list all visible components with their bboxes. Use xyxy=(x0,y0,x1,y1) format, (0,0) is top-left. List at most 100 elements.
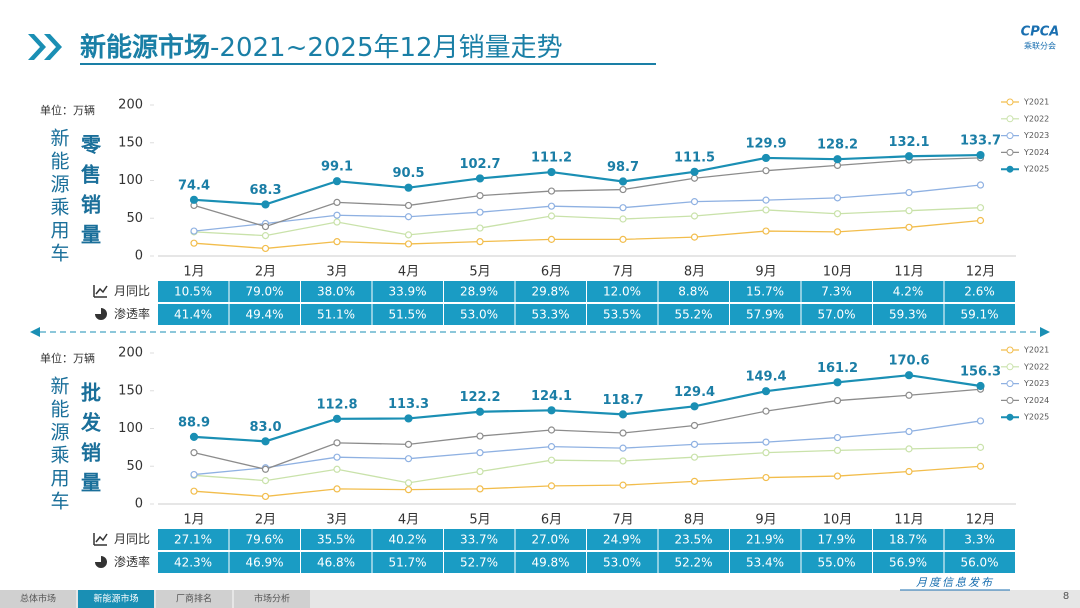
x-tick-label: 6月 xyxy=(541,265,562,280)
x-tick-label: 11月 xyxy=(894,265,924,280)
value-label: 170.6 xyxy=(888,354,929,369)
table-cell xyxy=(515,304,586,325)
cell-text: 55.0% xyxy=(817,556,855,570)
cell-text: 21.9% xyxy=(746,533,784,547)
table-cell xyxy=(372,304,443,325)
table-cell xyxy=(944,281,1015,302)
legend-label: Y2021 xyxy=(1023,346,1049,355)
data-point xyxy=(476,467,484,476)
data-point xyxy=(619,185,627,194)
data-point xyxy=(333,218,341,226)
data-point xyxy=(762,449,770,457)
value-label: 83.0 xyxy=(249,420,281,435)
cell-text: 33.9% xyxy=(388,285,426,299)
unit-label: 单位：万辆 xyxy=(40,103,95,117)
data-point xyxy=(762,206,770,214)
data-point xyxy=(404,486,413,494)
value-label: 98.7 xyxy=(607,160,639,175)
legend-marker xyxy=(1006,148,1014,156)
data-point xyxy=(761,153,771,163)
table-cell xyxy=(158,281,229,302)
data-point xyxy=(190,239,198,247)
value-label: 111.2 xyxy=(531,151,572,166)
table-cell xyxy=(873,552,944,573)
data-point xyxy=(690,212,699,220)
value-label: 68.3 xyxy=(249,183,281,198)
series-line xyxy=(193,388,981,470)
table-cell xyxy=(944,552,1015,573)
table-cell xyxy=(515,281,586,302)
legend-marker xyxy=(1006,363,1014,371)
data-point xyxy=(261,232,270,240)
value-label: 129.9 xyxy=(745,136,786,151)
table-cell xyxy=(229,552,300,573)
icon-pie xyxy=(95,308,107,320)
legend-label: Y2025 xyxy=(1023,165,1049,174)
table-cell xyxy=(587,304,658,325)
cell-text: 51.7% xyxy=(388,556,426,570)
value-label: 74.4 xyxy=(178,178,210,193)
measure-label: 零售销量 xyxy=(78,134,102,254)
cell-text: 23.5% xyxy=(674,533,712,547)
cell-text: 24.9% xyxy=(603,533,641,547)
legend-label: Y2022 xyxy=(1023,362,1049,371)
data-point xyxy=(333,211,341,219)
data-point xyxy=(547,406,556,415)
table-cell xyxy=(229,304,300,325)
data-point xyxy=(190,449,198,457)
icon-line-chart xyxy=(93,285,108,298)
y-tick-label: 100 xyxy=(118,421,143,436)
footer-note: 月度信息发布 xyxy=(916,576,994,589)
cell-text: 8.8% xyxy=(678,285,709,299)
data-point xyxy=(690,477,699,485)
legend-marker xyxy=(1006,165,1014,173)
table-cell xyxy=(730,529,801,550)
data-point xyxy=(833,472,842,480)
icon-pie xyxy=(95,556,107,568)
row-label: 渗透率 xyxy=(114,306,150,321)
data-point xyxy=(976,204,985,212)
cell-text: 49.8% xyxy=(531,556,569,570)
legend-label: Y2023 xyxy=(1023,379,1049,388)
data-point xyxy=(333,465,341,473)
data-point xyxy=(833,210,842,218)
data-point xyxy=(690,402,699,411)
table-cell xyxy=(730,281,801,302)
x-tick-label: 2月 xyxy=(255,265,276,280)
cell-text: 4.2% xyxy=(893,285,924,299)
data-point xyxy=(976,181,985,189)
side-label: 新能源乘用车 xyxy=(48,376,70,514)
data-point xyxy=(618,410,628,419)
data-point xyxy=(905,445,913,453)
data-point xyxy=(476,208,484,216)
table-cell xyxy=(801,529,872,550)
table-cell xyxy=(944,529,1015,550)
table-cell xyxy=(444,552,515,573)
x-tick-label: 3月 xyxy=(326,265,347,280)
y-tick-label: 50 xyxy=(126,459,143,474)
x-tick-label: 7月 xyxy=(612,513,633,528)
value-label: 161.2 xyxy=(817,361,858,376)
table-cell xyxy=(873,304,944,325)
cell-text: 7.3% xyxy=(821,285,852,299)
data-point xyxy=(690,174,699,182)
measure-label: 批发销量 xyxy=(78,381,102,502)
x-tick-label: 11月 xyxy=(894,513,924,528)
series-line xyxy=(193,420,981,476)
data-point xyxy=(762,167,770,175)
data-point xyxy=(976,381,985,391)
cell-text: 56.0% xyxy=(960,556,998,570)
data-point xyxy=(905,427,913,436)
data-point xyxy=(976,417,985,425)
x-tick-label: 3月 xyxy=(326,513,347,528)
table-cell xyxy=(372,529,443,550)
cell-text: 15.7% xyxy=(746,285,784,299)
value-label: 128.2 xyxy=(817,138,858,153)
data-point xyxy=(547,167,556,177)
side-label: 新能源乘用车 xyxy=(48,128,70,266)
x-tick-label: 9月 xyxy=(755,513,776,528)
cell-text: 52.2% xyxy=(674,556,712,570)
data-point xyxy=(833,155,842,164)
page-number: 8 xyxy=(1063,591,1069,602)
data-point xyxy=(333,198,341,206)
